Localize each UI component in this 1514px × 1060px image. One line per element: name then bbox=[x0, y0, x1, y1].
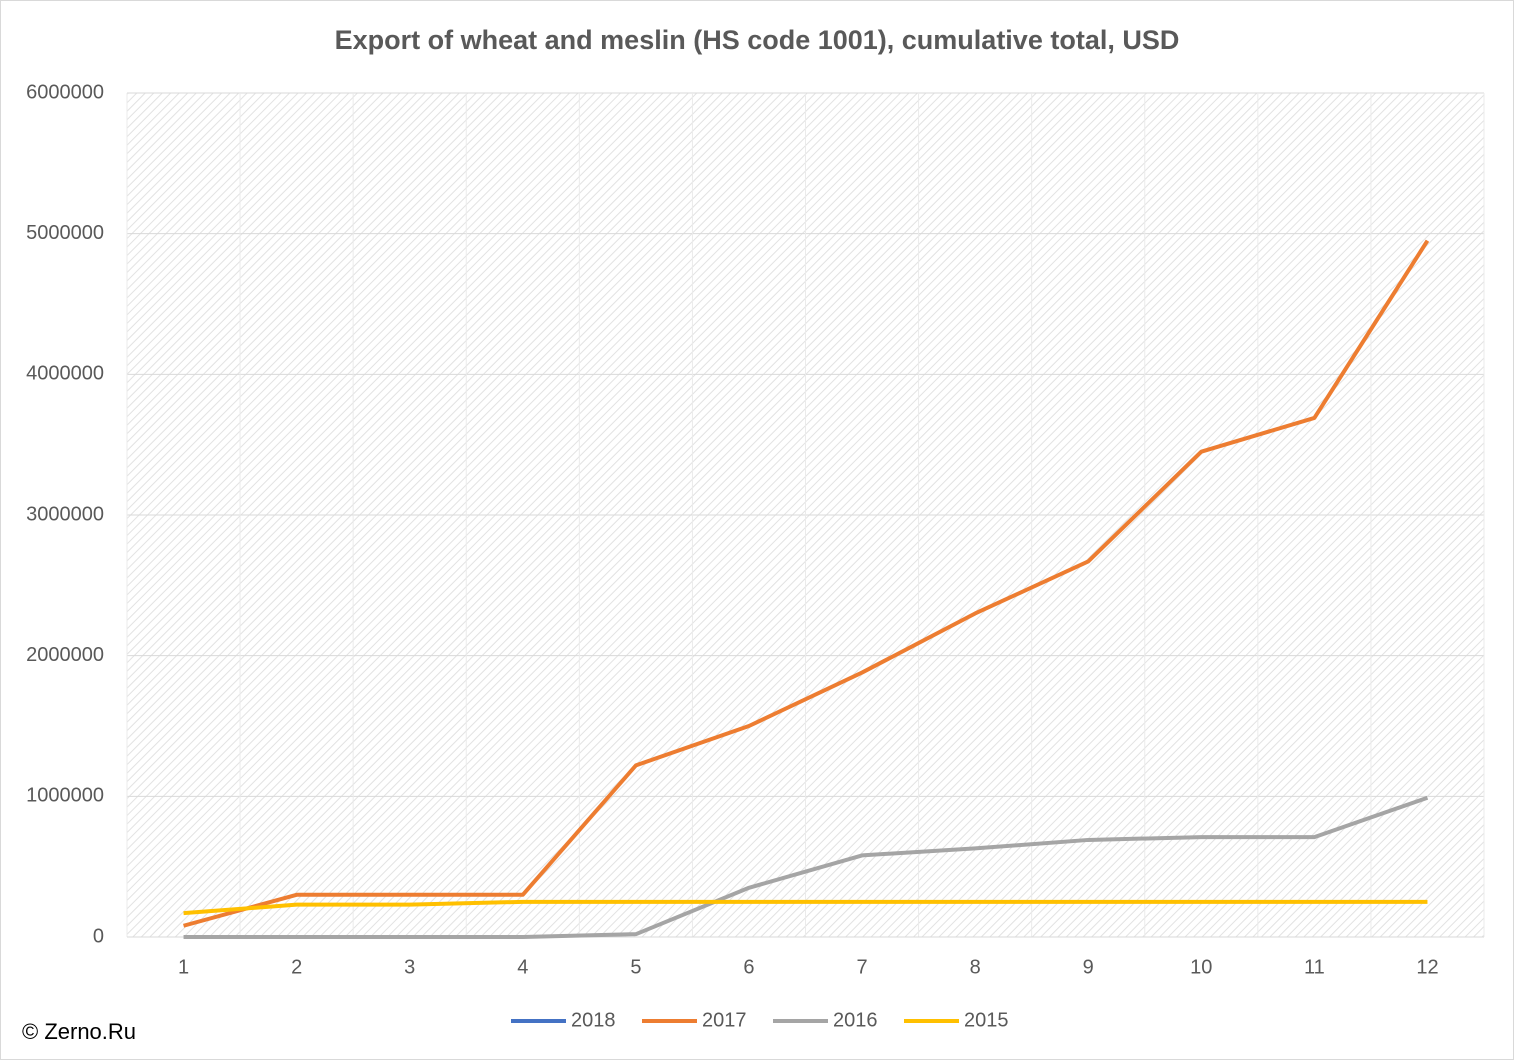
chart-title: Export of wheat and meslin (HS code 1001… bbox=[335, 25, 1180, 55]
legend-label: 2018 bbox=[571, 1009, 616, 1031]
y-tick-label: 3000000 bbox=[26, 503, 104, 525]
x-tick-label: 8 bbox=[970, 956, 981, 978]
x-tick-label: 11 bbox=[1304, 956, 1325, 978]
y-tick-label: 4000000 bbox=[26, 363, 104, 385]
x-tick-label: 7 bbox=[856, 956, 867, 978]
y-tick-label: 2000000 bbox=[26, 644, 104, 666]
legend-label: 2015 bbox=[964, 1009, 1009, 1031]
series-line bbox=[183, 899, 1428, 916]
x-tick-label: 1 bbox=[178, 956, 189, 978]
x-tick-label: 5 bbox=[630, 956, 641, 978]
x-tick-label: 6 bbox=[743, 956, 754, 978]
y-tick-label: 0 bbox=[93, 925, 104, 947]
x-tick-label: 12 bbox=[1416, 956, 1438, 978]
y-tick-label: 5000000 bbox=[26, 222, 104, 244]
x-tick-label: 4 bbox=[517, 956, 528, 978]
x-tick-label: 10 bbox=[1190, 956, 1212, 978]
series-line bbox=[183, 239, 1430, 928]
legend-label: 2017 bbox=[702, 1009, 747, 1031]
y-tick-label: 6000000 bbox=[26, 81, 104, 103]
x-tick-label: 3 bbox=[404, 956, 415, 978]
legend-label: 2016 bbox=[833, 1009, 878, 1031]
y-tick-label: 1000000 bbox=[26, 785, 104, 807]
x-tick-label: 9 bbox=[1083, 956, 1094, 978]
series-line bbox=[183, 795, 1429, 939]
x-tick-label: 2 bbox=[291, 956, 302, 978]
source: © Zerno.Ru bbox=[22, 1019, 136, 1044]
